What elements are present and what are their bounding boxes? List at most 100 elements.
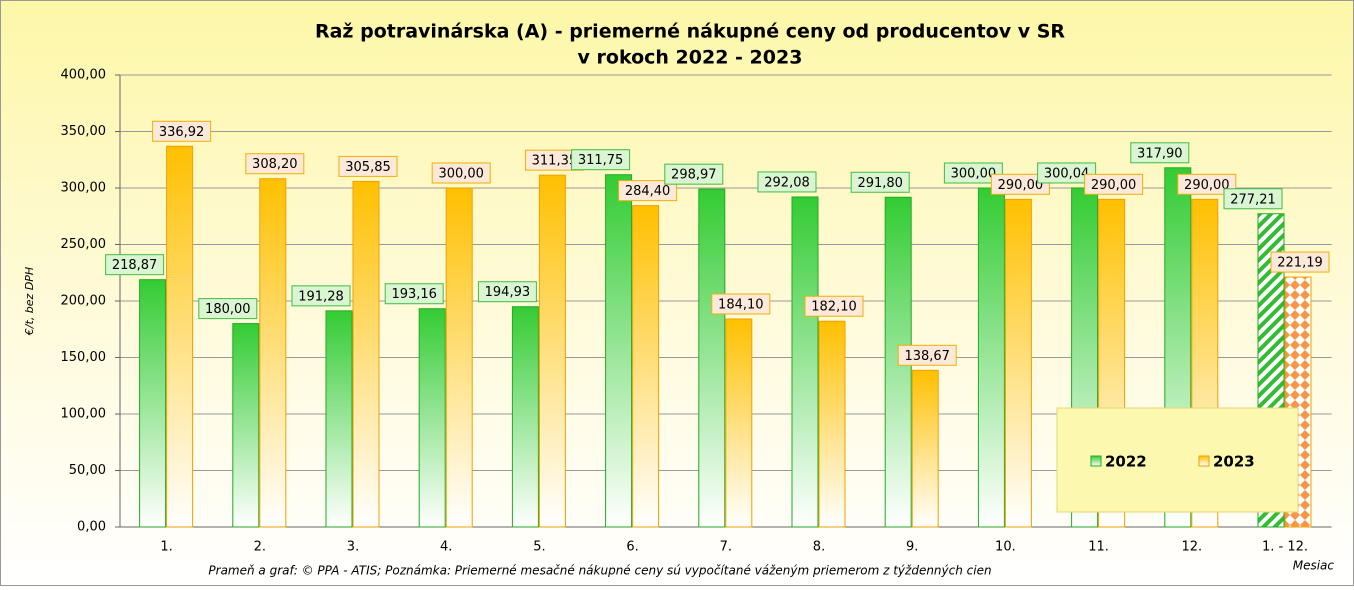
y-tick-label: 50,00 — [69, 463, 106, 478]
y-tick-label: 300,00 — [61, 181, 107, 196]
data-label-box — [711, 293, 771, 315]
data-label: 336,92 — [159, 125, 205, 140]
data-label-box — [618, 180, 678, 202]
data-label-box — [105, 254, 165, 276]
x-tick-label: 9. — [906, 540, 918, 555]
x-tick-label: 6. — [626, 540, 638, 555]
data-label-box — [431, 162, 491, 184]
bar — [632, 205, 660, 528]
chart-subtitle: v rokoch 2022 - 2023 — [578, 47, 803, 69]
data-label: 300,04 — [1044, 166, 1090, 181]
x-tick-label: 4. — [440, 540, 452, 555]
data-label-box — [571, 149, 631, 171]
data-label: 191,28 — [298, 289, 344, 304]
legend-swatch — [1198, 455, 1210, 467]
data-label: 138,67 — [904, 349, 950, 364]
x-tick-label: 12. — [1181, 540, 1202, 555]
data-label: 284,40 — [625, 184, 671, 199]
legend-label: 2022 — [1105, 453, 1147, 471]
data-label-box — [1037, 162, 1097, 184]
x-tick-label: 3. — [347, 540, 359, 555]
bar — [791, 196, 819, 528]
x-tick-label: 7. — [720, 540, 732, 555]
x-tick-label: 2. — [254, 540, 266, 555]
data-label-box — [1270, 251, 1330, 273]
bar — [511, 306, 539, 528]
data-label: 180,00 — [205, 302, 251, 317]
x-tick-label: 1. - 12. — [1262, 540, 1308, 555]
x-tick-label: 10. — [995, 540, 1016, 555]
note: Prameň a graf: © PPA - ATIS; Poznámka: P… — [208, 564, 991, 578]
x-axis-label: Mesiac — [1293, 559, 1335, 573]
bar — [139, 279, 167, 528]
bar — [352, 180, 380, 528]
data-label: 311,75 — [578, 153, 624, 168]
data-label-box — [804, 295, 864, 317]
data-label: 290,00 — [1091, 178, 1137, 193]
data-label: 290,00 — [1184, 178, 1230, 193]
data-label: 292,08 — [764, 175, 810, 190]
bar — [232, 323, 260, 528]
data-label-box — [1084, 173, 1144, 195]
data-label: 193,16 — [391, 287, 437, 302]
data-label: 182,10 — [811, 300, 857, 315]
data-label: 311,35 — [532, 154, 578, 169]
data-label-box — [291, 285, 351, 307]
data-label-box — [1223, 188, 1283, 210]
data-label-box — [198, 298, 258, 320]
data-label: 305,85 — [345, 160, 391, 175]
data-label-box — [384, 283, 444, 305]
data-label-box — [1177, 173, 1237, 195]
legend-swatch — [1090, 455, 1102, 467]
y-tick-label: 200,00 — [61, 294, 107, 309]
data-label-box — [1130, 142, 1190, 164]
data-label-box — [850, 171, 910, 193]
data-label: 298,97 — [671, 168, 717, 183]
data-label: 277,21 — [1230, 192, 1276, 207]
data-label-box — [245, 153, 305, 175]
bar — [698, 188, 726, 528]
y-tick-label: 100,00 — [61, 407, 107, 422]
x-tick-label: 11. — [1088, 540, 1109, 555]
bar — [445, 187, 473, 528]
bar — [605, 174, 633, 528]
bar — [325, 310, 353, 528]
data-label: 300,00 — [438, 167, 484, 182]
bar — [418, 308, 446, 528]
data-label-box — [664, 163, 724, 185]
y-axis-label: €/t, bez DPH — [23, 267, 36, 336]
bar — [259, 178, 287, 528]
data-label-box — [897, 344, 957, 366]
y-tick-label: 350,00 — [61, 124, 107, 139]
x-tick-label: 8. — [813, 540, 825, 555]
bar — [818, 320, 846, 528]
bar — [538, 174, 566, 528]
y-tick-label: 150,00 — [61, 350, 107, 365]
legend-label: 2023 — [1213, 453, 1255, 471]
data-label-box — [943, 162, 1003, 184]
data-label: 290,00 — [998, 178, 1044, 193]
data-label: 308,20 — [252, 157, 298, 172]
y-tick-label: 250,00 — [61, 237, 107, 252]
data-label: 300,00 — [951, 167, 997, 182]
data-label: 194,93 — [485, 285, 531, 300]
bar — [166, 145, 194, 528]
data-label-box — [990, 173, 1050, 195]
bar — [1004, 198, 1032, 528]
bar — [911, 369, 939, 528]
y-tick-label: 0,00 — [77, 520, 106, 535]
x-tick-label: 1. — [160, 540, 172, 555]
data-label-box — [152, 120, 212, 142]
data-label: 184,10 — [718, 297, 764, 312]
data-label: 221,19 — [1277, 256, 1323, 271]
x-tick-label: 5. — [533, 540, 545, 555]
data-label: 317,90 — [1137, 146, 1183, 161]
y-tick-label: 400,00 — [61, 68, 107, 83]
data-label-box — [338, 155, 398, 177]
bar — [977, 187, 1005, 528]
bar — [725, 318, 753, 528]
data-label: 218,87 — [112, 258, 158, 273]
data-label-box — [477, 281, 537, 303]
data-label: 291,80 — [857, 176, 903, 191]
